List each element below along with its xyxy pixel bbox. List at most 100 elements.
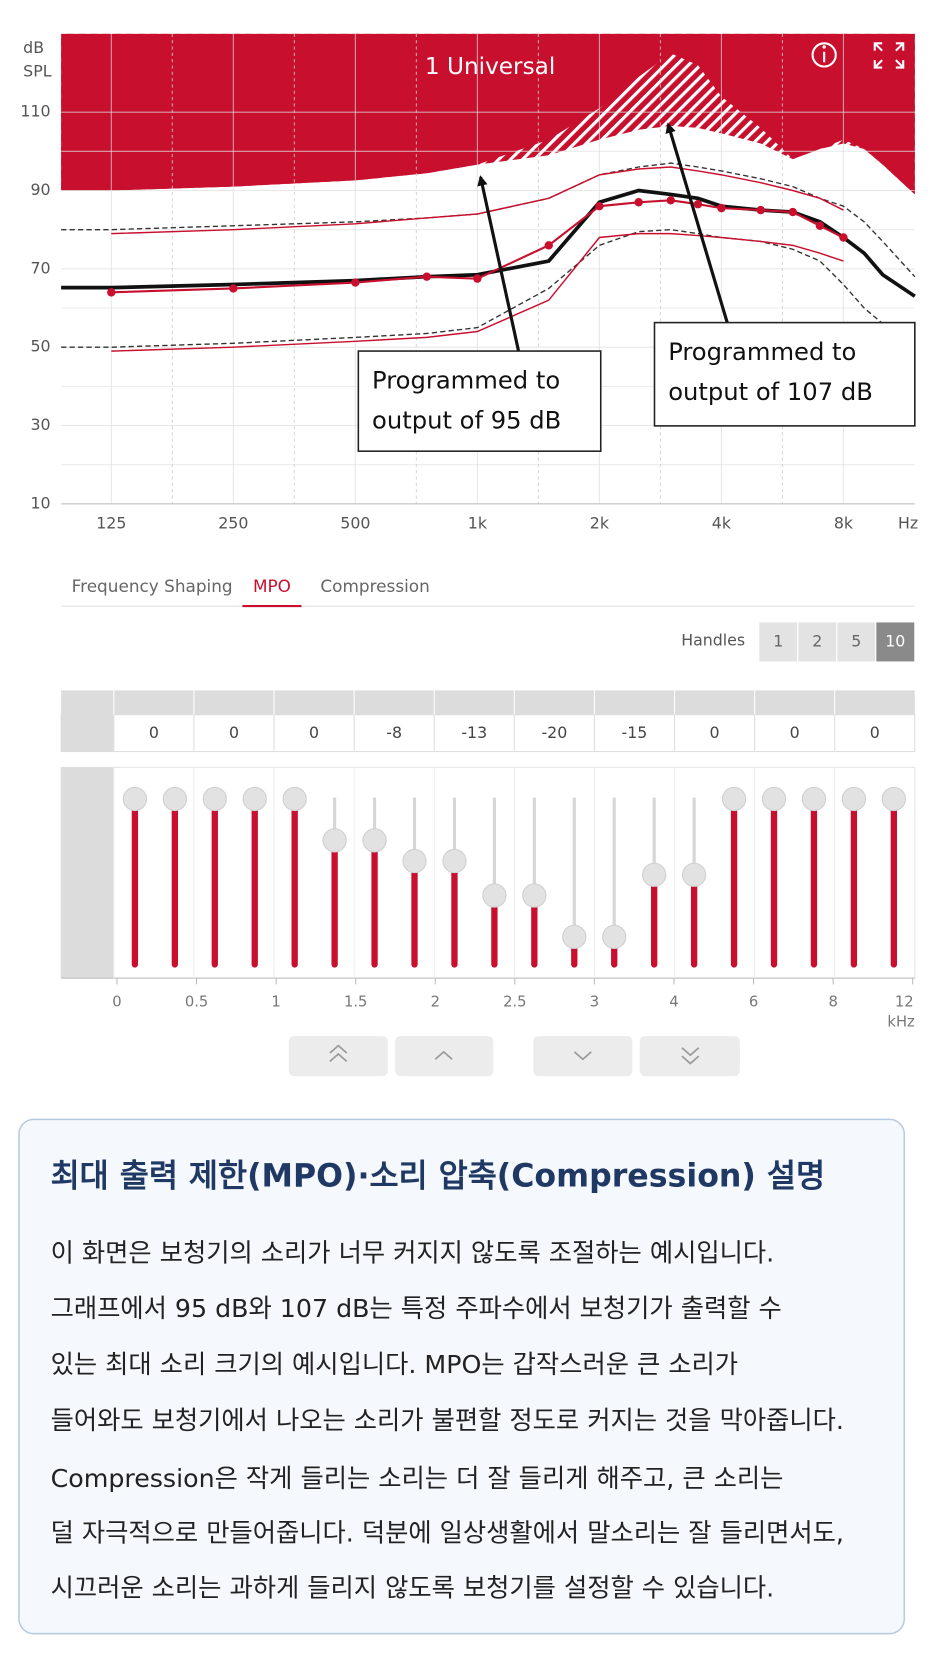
slider-axis-label: 3 — [590, 993, 599, 1010]
down-fast-button[interactable] — [639, 1036, 740, 1077]
info-line: 그래프에서 95 dB와 107 dB는 특정 주파수에서 보청기가 출력할 수 — [51, 1294, 782, 1323]
tab[interactable]: MPO — [253, 576, 291, 596]
slider-knob[interactable] — [801, 786, 827, 812]
slider-knob[interactable] — [202, 786, 227, 812]
slider-axis-label: 0 — [112, 993, 121, 1010]
gain-value: 0 — [710, 723, 720, 742]
slider-knob[interactable] — [322, 828, 347, 853]
curve — [61, 162, 916, 278]
slider-knob[interactable] — [681, 862, 707, 887]
handles-option-bg[interactable] — [836, 621, 877, 663]
y-tick-label: 10 — [30, 493, 50, 512]
info-icon[interactable] — [811, 42, 837, 68]
curve — [111, 232, 844, 352]
slider-axis-label: 2.5 — [503, 993, 526, 1010]
annotation-text: output of 107 dB — [668, 377, 873, 406]
slider-knob[interactable] — [602, 924, 627, 949]
y-tick-label: 50 — [30, 337, 50, 356]
gain-value: 0 — [229, 723, 239, 742]
x-tick-label: 125 — [96, 513, 126, 532]
slider-knob[interactable] — [841, 786, 867, 812]
slider-axis-label: 12 — [895, 993, 914, 1010]
info-line: 덜 자극적으로 만들어줍니다. 덕분에 일상생활에서 말소리는 잘 들리면서도, — [51, 1519, 844, 1548]
handles-option-bg[interactable] — [797, 621, 838, 663]
data-point — [595, 201, 604, 211]
annotation-text: Programmed to — [372, 366, 560, 395]
data-point — [666, 196, 675, 205]
y-tick-label: 70 — [30, 258, 50, 277]
slider-panel — [60, 766, 916, 979]
slider-axis-unit: kHz — [887, 1013, 915, 1030]
handles-option[interactable]: 2 — [812, 631, 822, 650]
handles-option-bg[interactable] — [758, 621, 799, 663]
slider-knob[interactable] — [282, 786, 307, 812]
data-point — [756, 205, 765, 215]
x-unit: Hz — [898, 513, 918, 532]
data-point — [422, 272, 431, 281]
slider-knob[interactable] — [442, 848, 467, 874]
chevrons — [329, 1044, 700, 1065]
data-point — [351, 278, 360, 287]
slider-knob[interactable] — [761, 786, 787, 812]
handles-option[interactable]: 5 — [851, 631, 861, 650]
step-buttons — [288, 1036, 740, 1077]
annotation-text: output of 95 dB — [372, 406, 561, 435]
info-line: 이 화면은 보청기의 소리가 너무 커지지 않도록 조절하는 예시입니다. — [51, 1238, 775, 1267]
handles-option-bg[interactable] — [875, 621, 916, 663]
up-button[interactable] — [395, 1036, 494, 1077]
tab[interactable]: Frequency Shaping — [72, 576, 233, 596]
tab[interactable]: Compression — [320, 576, 429, 596]
slider-knob[interactable] — [642, 862, 667, 887]
y-tick-label: 90 — [30, 180, 50, 199]
x-tick-label: 1k — [468, 513, 488, 532]
slider-knob[interactable] — [562, 924, 587, 949]
slider-axis-label: 1.5 — [344, 993, 367, 1010]
gain-value: -13 — [461, 723, 487, 742]
data-point — [107, 288, 116, 297]
info-title: 최대 출력 제한(MPO)·소리 압축(Compression) 설명 — [51, 1158, 825, 1194]
slider-knob[interactable] — [242, 786, 267, 812]
slider-knob[interactable] — [522, 883, 547, 908]
slider-knob[interactable] — [482, 883, 507, 908]
down-button[interactable] — [533, 1036, 633, 1077]
slider-knob[interactable] — [122, 786, 148, 812]
data-point — [839, 233, 848, 242]
data-point — [473, 274, 482, 283]
handles-option[interactable]: 10 — [885, 631, 905, 650]
expand-icon[interactable] — [873, 42, 905, 69]
up-fast-button[interactable] — [288, 1036, 388, 1077]
mpo-area — [61, 33, 915, 195]
handles-option[interactable]: 1 — [773, 631, 783, 650]
handles-label: Handles — [681, 630, 745, 649]
slider-knob[interactable] — [881, 786, 906, 812]
info-box — [18, 1118, 906, 1635]
data-point — [229, 284, 238, 293]
info-line: Compression은 작게 들리는 소리는 더 잘 들리게 해주고, 큰 소… — [51, 1464, 784, 1493]
data-point — [788, 207, 798, 217]
x-tick-label: 8k — [834, 513, 854, 532]
slider-knob[interactable] — [402, 848, 427, 874]
curve — [111, 166, 844, 235]
x-tick-label: 250 — [218, 513, 248, 532]
chart-title: 1 Universal — [425, 53, 555, 80]
data-point — [693, 200, 703, 209]
slider-knob[interactable] — [162, 786, 187, 812]
info-line: 있는 최대 소리 크기의 예시입니다. MPO는 갑작스러운 큰 소리가 — [51, 1350, 739, 1379]
table-row-head — [61, 714, 114, 752]
x-tick-label: 500 — [340, 513, 370, 532]
slider-axis-label: 4 — [669, 993, 678, 1010]
data-point — [815, 221, 825, 230]
info-line: 시끄러운 소리는 과하게 들리지 않도록 보청기를 설정할 수 있습니다. — [51, 1573, 775, 1602]
y-tick-label: 30 — [30, 415, 50, 434]
slider-knob[interactable] — [362, 828, 387, 853]
table-header — [61, 690, 915, 715]
x-tick-label: 2k — [590, 513, 610, 532]
gain-value: 0 — [790, 723, 800, 742]
table-row — [60, 714, 916, 753]
annotation-text: Programmed to — [668, 337, 856, 366]
slider-knob[interactable] — [721, 786, 747, 812]
gain-value: 0 — [870, 723, 880, 742]
y-label: SPL — [23, 61, 52, 80]
